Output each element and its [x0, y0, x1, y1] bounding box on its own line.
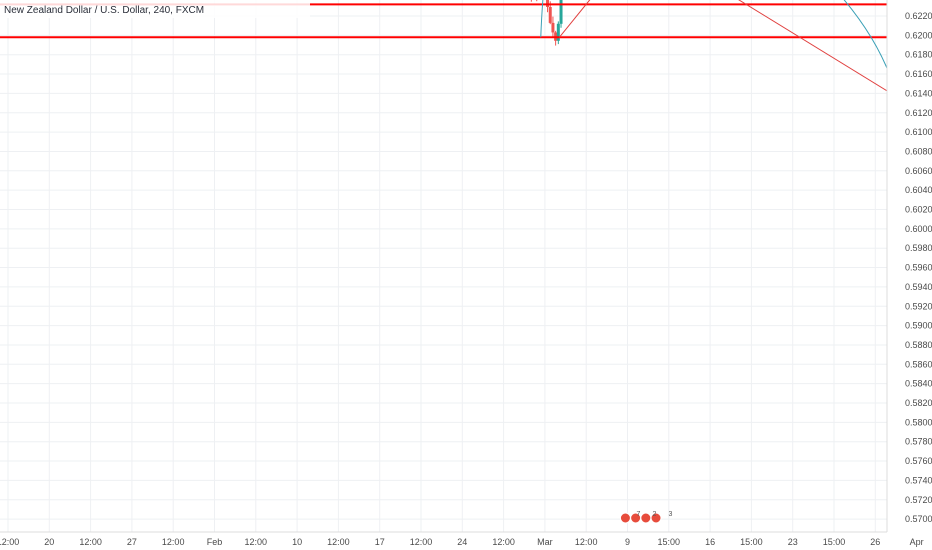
x-tick-label: 12:00 [162, 537, 185, 547]
x-tick-label: 26 [870, 537, 880, 547]
x-tick-label: 15:00 [823, 537, 846, 547]
x-tick-label: 12:00 [575, 537, 598, 547]
y-tick-label: 0.57000 [905, 514, 932, 524]
event-count: 3 [669, 511, 673, 518]
x-tick-label: 12:00 [492, 537, 515, 547]
x-tick-label: Apr [910, 537, 924, 547]
time-axis[interactable]: 12:00 20 12:00 27 12:00 Feb 12:00 10 12:00 17 12:0… [0, 531, 932, 550]
x-tick-label: 15:00 [658, 537, 681, 547]
event-icon [640, 512, 652, 524]
x-tick-label: 9 [625, 537, 630, 547]
event-count: 2 [653, 511, 657, 518]
candle-body [551, 22, 555, 33]
x-tick-label: 23 [788, 537, 798, 547]
x-tick-label: 10 [292, 537, 302, 547]
event-markers[interactable]: 7 2 3 [619, 511, 673, 524]
candle-body [559, 0, 563, 24]
x-tick-label: 24 [457, 537, 467, 547]
event-icon [650, 512, 662, 524]
candle-body [556, 23, 560, 41]
arc-drawing[interactable] [540, 0, 897, 94]
x-tick-label: 12:00 [410, 537, 433, 547]
x-tick-label: 15:00 [740, 537, 763, 547]
x-tick-label: 12:00 [245, 537, 268, 547]
x-tick-label: 17 [375, 537, 385, 547]
x-tick-label: 12:00 [0, 537, 19, 547]
trend-line [558, 0, 591, 38]
x-tick-label: 12:00 [79, 537, 102, 547]
event-count: 7 [637, 511, 641, 518]
x-tick-label: Mar [537, 537, 553, 547]
trend-lines[interactable] [140, 0, 903, 101]
x-tick-label: 16 [705, 537, 715, 547]
x-tick-label: 12:00 [327, 537, 350, 547]
trend-line [738, 0, 903, 101]
title-backdrop [0, 0, 310, 18]
x-tick-label: 20 [44, 537, 54, 547]
x-tick-label: 27 [127, 537, 137, 547]
candle-body [548, 6, 552, 23]
chart-grid [0, 0, 918, 532]
x-tick-label: Feb [207, 537, 223, 547]
chart-title: New Zealand Dollar / U.S. Dollar, 240, F… [4, 5, 204, 16]
event-icon [619, 512, 631, 524]
